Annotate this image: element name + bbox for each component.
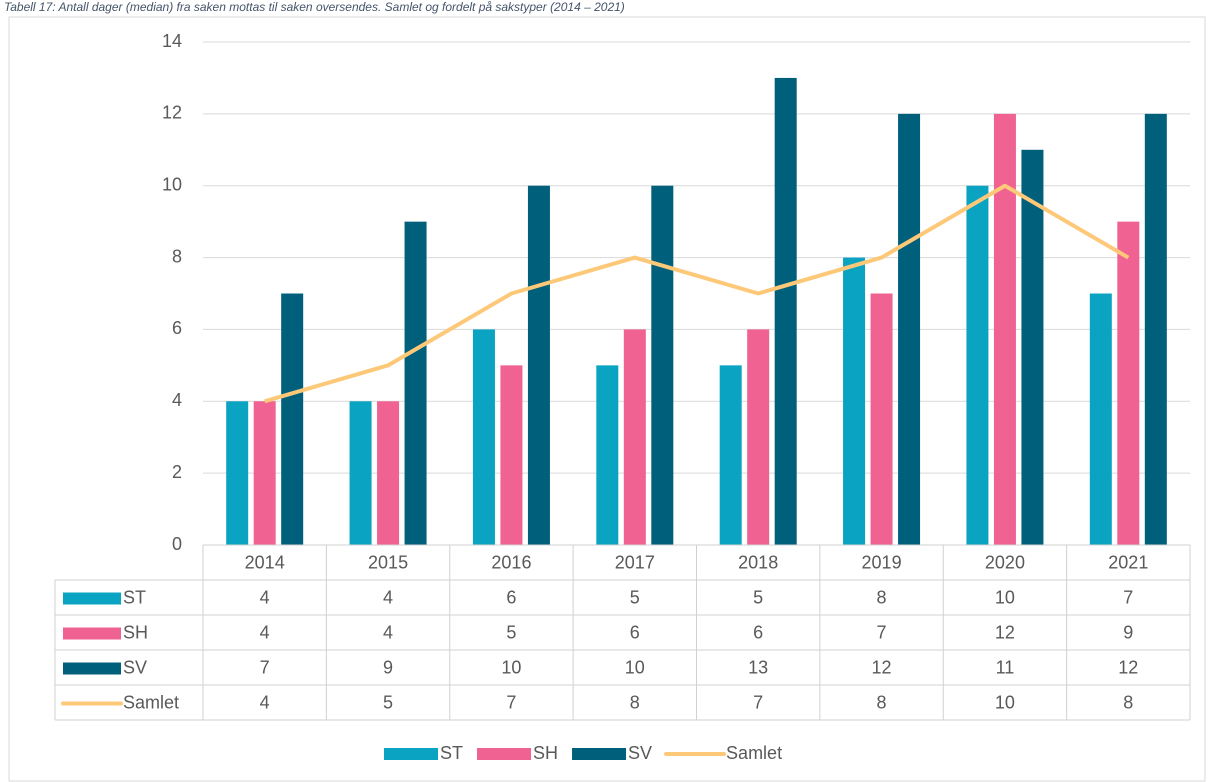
table-cell: 5 (753, 587, 763, 607)
table-cell: 5 (506, 622, 516, 642)
x-tick-label: 2021 (1108, 552, 1148, 572)
line (264, 183, 1130, 404)
bar (377, 401, 400, 545)
table-cell: 9 (383, 657, 393, 677)
table-row-label: Samlet (123, 692, 179, 712)
legend-label: SH (533, 743, 558, 763)
table-cell: 13 (748, 657, 768, 677)
y-tick-label: 6 (172, 318, 182, 338)
x-tick-label: 2018 (738, 552, 778, 572)
table-cell: 10 (995, 692, 1015, 712)
bar (596, 365, 619, 545)
table-cell: 4 (260, 622, 270, 642)
bar (349, 401, 372, 545)
legend-swatch (572, 748, 627, 760)
table-cell: 4 (383, 587, 393, 607)
table-cell: 7 (260, 657, 270, 677)
bar (253, 401, 276, 545)
x-tick-label: 2014 (245, 552, 285, 572)
table-row-label: ST (123, 587, 146, 607)
table-cell: 7 (877, 622, 887, 642)
table-cell: 12 (1118, 657, 1138, 677)
table-cell: 7 (506, 692, 516, 712)
bar (774, 77, 797, 545)
y-tick-label: 4 (172, 390, 182, 410)
chart-frame (8, 16, 1206, 782)
table-row-label: SV (123, 657, 147, 677)
table-cell: 11 (996, 657, 1015, 677)
table-cell: 5 (383, 692, 393, 712)
table-cell: 12 (995, 622, 1015, 642)
chart-title: Tabell 17: Antall dager (median) fra sak… (4, 0, 625, 14)
table-cell: 8 (877, 587, 887, 607)
bar (993, 113, 1016, 545)
table-cell: 5 (630, 587, 640, 607)
bar (281, 293, 304, 545)
table-cell: 10 (501, 657, 521, 677)
table-cell: 6 (630, 622, 640, 642)
bar (404, 221, 427, 545)
legend-label: Samlet (726, 743, 782, 763)
table-cell: 6 (753, 622, 763, 642)
bar (226, 401, 249, 545)
bar (623, 329, 646, 545)
bar (843, 257, 866, 545)
table-cell: 6 (506, 587, 516, 607)
bar (870, 293, 893, 545)
legend-swatch (63, 627, 121, 640)
table-cell: 7 (1123, 587, 1133, 607)
table-cell: 9 (1123, 622, 1133, 642)
table-cell: 10 (995, 587, 1015, 607)
table-cell: 10 (625, 657, 645, 677)
x-tick-label: 2019 (862, 552, 902, 572)
legend-swatch (477, 748, 532, 760)
table-cell: 8 (630, 692, 640, 712)
legend-label: SV (628, 743, 652, 763)
legend-swatch (63, 592, 121, 605)
table-row-label: SH (123, 622, 148, 642)
bar (966, 185, 989, 545)
x-tick-label: 2015 (368, 552, 408, 572)
legend-swatch (63, 662, 121, 675)
bar (898, 113, 921, 545)
table-cell: 8 (1123, 692, 1133, 712)
table-cell: 4 (383, 622, 393, 642)
table-cell: 4 (260, 692, 270, 712)
x-tick-label: 2016 (491, 552, 531, 572)
bar (500, 365, 523, 545)
x-tick-label: 2017 (615, 552, 655, 572)
legend-swatch (384, 748, 438, 760)
bar (1144, 113, 1167, 545)
y-tick-label: 0 (172, 534, 182, 554)
table-cell: 8 (877, 692, 887, 712)
table-cell: 7 (753, 692, 763, 712)
x-tick-label: 2020 (985, 552, 1025, 572)
bar (472, 329, 495, 545)
bar (1117, 221, 1140, 545)
bar (527, 185, 550, 545)
y-tick-label: 8 (172, 246, 182, 266)
bar (1021, 149, 1044, 546)
legend-label: ST (440, 743, 463, 763)
y-tick-label: 10 (162, 174, 182, 194)
table-cell: 12 (872, 657, 892, 677)
y-tick-label: 12 (162, 103, 182, 123)
bar (747, 329, 770, 545)
y-tick-label: 14 (162, 31, 182, 51)
table-cell: 4 (260, 587, 270, 607)
y-tick-label: 2 (172, 462, 182, 482)
bar (1089, 293, 1112, 545)
bar (719, 365, 742, 545)
bar (651, 185, 674, 545)
